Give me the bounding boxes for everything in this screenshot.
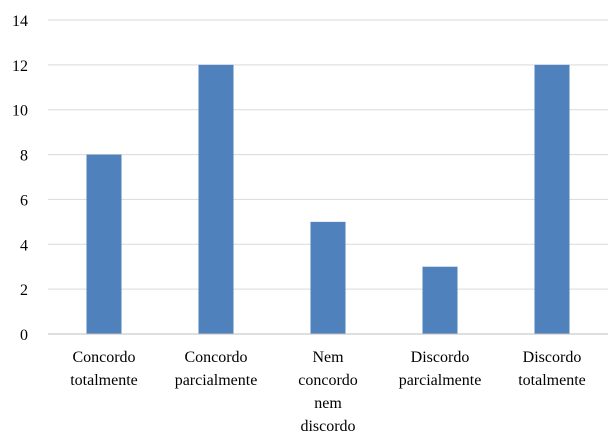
x-category-label-line: Discordo [411, 349, 470, 366]
x-category-label-line: Concordo [184, 349, 247, 366]
bar [86, 154, 122, 334]
gridlines [48, 19, 608, 290]
y-tick-label: 4 [20, 237, 28, 254]
x-axis-labels: Concordo totalmente Concordo parcialmente Ne… [70, 349, 586, 435]
y-tick-label: 6 [20, 192, 28, 209]
y-tick-label: 0 [20, 327, 28, 344]
y-axis-ticks: 0 2 4 6 8 10 12 14 [12, 13, 28, 344]
bar [534, 64, 570, 334]
x-category-label-line: concordo [298, 372, 358, 389]
y-tick-label: 14 [12, 13, 28, 30]
x-category-label: Nem concordo nem discordo [298, 349, 358, 435]
y-tick-label: 12 [12, 58, 28, 75]
x-category-label: Discordo parcialmente [399, 349, 482, 389]
x-category-label-line: discordo [300, 418, 355, 435]
x-category-label-line: Concordo [72, 349, 135, 366]
x-category-label-line: nem [314, 395, 342, 412]
x-category-label: Discordo totalmente [518, 349, 586, 389]
x-category-label-line: Discordo [523, 349, 582, 366]
y-tick-label: 8 [20, 148, 28, 165]
bar [198, 64, 234, 334]
x-category-label-line: Nem [312, 349, 344, 366]
y-tick-label: 2 [20, 282, 28, 299]
x-category-label-line: totalmente [518, 372, 586, 389]
bar [422, 266, 458, 334]
bars [86, 64, 570, 334]
y-tick-label: 10 [12, 103, 28, 120]
bar [310, 221, 346, 334]
x-category-label-line: parcialmente [175, 372, 258, 389]
x-category-label-line: totalmente [70, 372, 138, 389]
x-category-label: Concordo totalmente [70, 349, 138, 389]
x-category-label-line: parcialmente [399, 372, 482, 389]
x-category-label: Concordo parcialmente [175, 349, 258, 389]
